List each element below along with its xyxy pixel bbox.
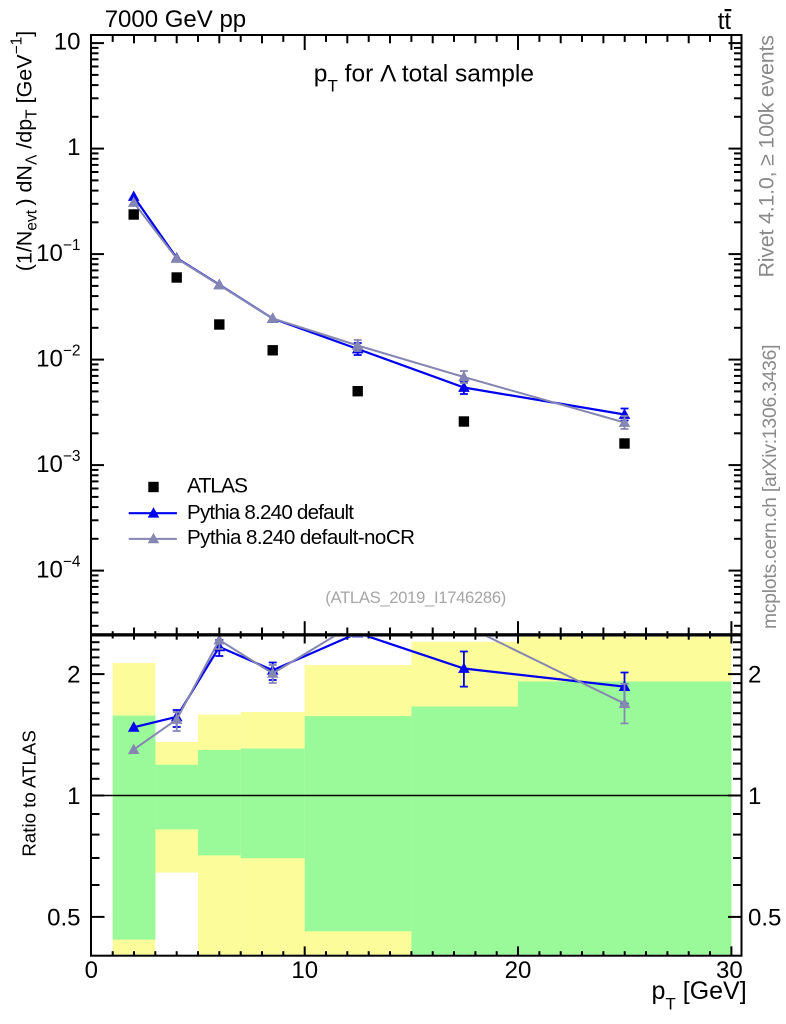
svg-text:2: 2 (748, 662, 761, 689)
svg-text:Pythia 8.240 default-noCR: Pythia 8.240 default-noCR (187, 526, 415, 549)
svg-text:1: 1 (67, 134, 80, 161)
svg-text:Ratio to ATLAS: Ratio to ATLAS (19, 730, 40, 856)
svg-text:30: 30 (716, 957, 743, 984)
svg-text:20: 20 (505, 957, 532, 984)
svg-text:10: 10 (54, 28, 81, 55)
svg-text:Pythia 8.240 default: Pythia 8.240 default (187, 501, 354, 524)
svg-text:ATLAS: ATLAS (187, 475, 248, 498)
svg-text:0.5: 0.5 (748, 904, 781, 931)
svg-text:tt: tt (718, 8, 732, 35)
svg-text:1: 1 (67, 783, 80, 810)
svg-text:0.5: 0.5 (47, 904, 80, 931)
svg-text:Rivet 4.1.0, ≥ 100k events: Rivet 4.1.0, ≥ 100k events (755, 35, 779, 278)
svg-text:(1/Nevt ) dNΛ /dpT [GeV−1]: (1/Nevt ) dNΛ /dpT [GeV−1] (9, 31, 41, 272)
svg-text:0: 0 (85, 957, 98, 984)
svg-text:mcplots.cern.ch [arXiv:1306.34: mcplots.cern.ch [arXiv:1306.3436] (760, 345, 781, 630)
svg-text:10: 10 (291, 957, 318, 984)
svg-text:7000 GeV pp: 7000 GeV pp (105, 6, 246, 33)
svg-text:(ATLAS_2019_I1746286): (ATLAS_2019_I1746286) (325, 588, 506, 607)
svg-text:1: 1 (748, 783, 761, 810)
svg-text:2: 2 (67, 662, 80, 689)
